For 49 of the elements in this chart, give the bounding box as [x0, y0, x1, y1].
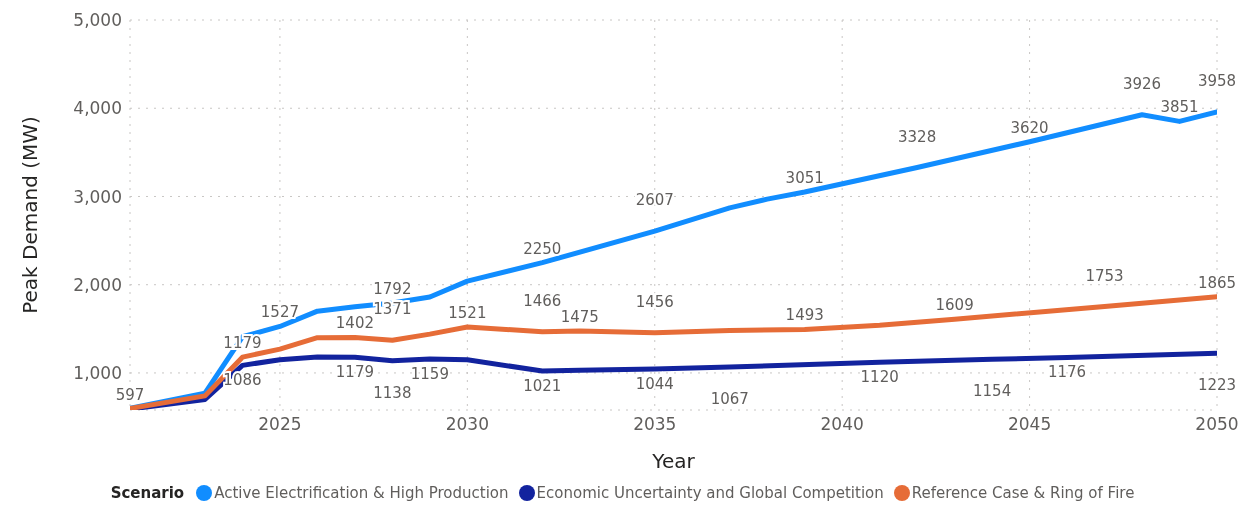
x-axis-title: Year: [651, 449, 696, 473]
data-label: 1493: [785, 306, 824, 325]
x-tick-label: 2045: [1007, 414, 1052, 435]
data-label: 1086: [223, 371, 262, 390]
data-label: 1154: [973, 382, 1012, 401]
data-label: 1753: [1085, 266, 1124, 285]
data-label: 1402: [335, 314, 374, 333]
x-tick-label: 2025: [258, 414, 302, 435]
data-label: 3926: [1122, 74, 1162, 93]
data-label: 597: [115, 385, 145, 404]
data-label: 1865: [1197, 273, 1237, 292]
data-label: 1179: [335, 363, 374, 382]
data-label: 3328: [898, 127, 937, 146]
y-tick-label: 4,000: [73, 98, 122, 119]
data-label: 1466: [523, 291, 562, 310]
data-label: 1044: [635, 375, 674, 394]
data-label: 3051: [785, 168, 824, 187]
data-label: 1067: [710, 390, 749, 409]
data-label: 2607: [635, 191, 674, 210]
data-label: 1176: [1047, 363, 1087, 382]
data-label: 1021: [523, 377, 562, 396]
x-tick-label: 2050: [1195, 414, 1239, 435]
data-label: 1475: [560, 308, 599, 327]
data-label: 1521: [448, 303, 487, 322]
legend-label: Reference Case & Ring of Fire: [911, 484, 1135, 502]
data-label: 1609: [935, 296, 974, 315]
data-label: 1223: [1197, 376, 1237, 395]
y-tick-label: 5,000: [73, 10, 122, 31]
legend-title: Scenario: [110, 484, 185, 502]
data-label: 3958: [1197, 71, 1237, 90]
legend-label: Active Electrification & High Production: [214, 484, 509, 502]
data-label: 3620: [1010, 118, 1049, 137]
data-label: 1371: [373, 300, 412, 319]
data-label: 1792: [373, 280, 412, 299]
data-label: 1456: [635, 292, 674, 311]
y-tick-label: 1,000: [73, 362, 122, 383]
data-label: 1120: [860, 368, 899, 387]
x-tick-label: 2030: [445, 414, 489, 435]
data-label: 3851: [1160, 98, 1199, 117]
y-tick-label: 3,000: [73, 186, 122, 207]
legend-label: Economic Uncertainty and Global Competition: [536, 484, 884, 502]
x-tick-label: 2035: [633, 414, 677, 435]
data-label: 1527: [260, 303, 300, 322]
data-label: 1159: [410, 364, 449, 383]
data-label: 1138: [373, 383, 412, 402]
x-tick-label: 2040: [820, 414, 864, 435]
y-axis-title: Peak Demand (MW): [18, 116, 43, 314]
y-tick-label: 2,000: [73, 274, 122, 295]
data-label: 2250: [523, 239, 562, 258]
